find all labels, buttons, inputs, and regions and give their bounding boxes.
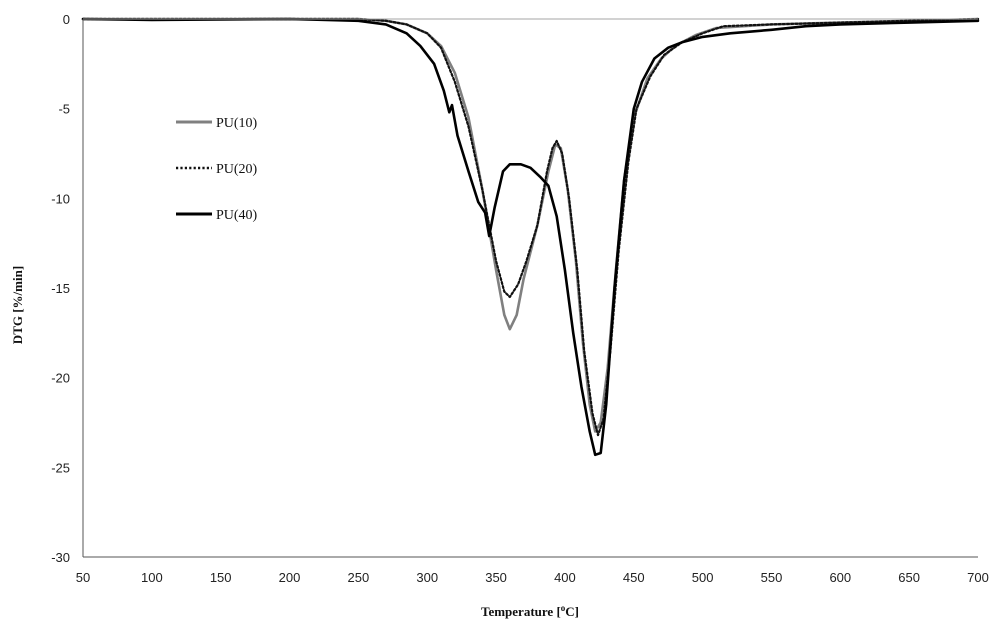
x-tick-label: 200 xyxy=(279,570,301,585)
y-tick-label: -5 xyxy=(58,102,70,117)
series-line-pu40 xyxy=(81,17,980,457)
x-axis-title: Temperature [oC] xyxy=(481,603,579,619)
series-line-pu20 xyxy=(81,17,980,437)
legend-label-pu20: PU(20) xyxy=(216,162,258,177)
y-tick-label: 0 xyxy=(63,12,70,27)
x-tick-label: 250 xyxy=(348,570,370,585)
y-tick-label: -10 xyxy=(51,191,70,206)
series-line-pu10 xyxy=(81,17,980,433)
x-tick-labels: 50 100 150 200 250 300 350 400 450 500 550 600 650 70… xyxy=(76,570,989,585)
x-tick-label: 650 xyxy=(898,570,920,585)
x-tick-label: 600 xyxy=(829,570,851,585)
legend-item-pu20: PU(20) xyxy=(176,162,258,177)
legend-item-pu10: PU(10) xyxy=(176,116,258,131)
x-tick-label: 550 xyxy=(761,570,783,585)
legend: PU(10) PU(20) PU(40) xyxy=(176,116,258,223)
x-tick-label: 400 xyxy=(554,570,576,585)
legend-item-pu40: PU(40) xyxy=(176,208,258,223)
x-tick-label: 700 xyxy=(967,570,989,585)
x-tick-label: 300 xyxy=(416,570,438,585)
x-tick-label: 50 xyxy=(76,570,90,585)
y-tick-label: -15 xyxy=(51,281,70,296)
legend-label-pu10: PU(10) xyxy=(216,116,258,131)
x-tick-label: 500 xyxy=(692,570,714,585)
y-tick-labels: 0 -5 -10 -15 -20 -25 -30 xyxy=(51,12,70,565)
y-tick-label: -25 xyxy=(51,460,70,475)
plot-area xyxy=(81,17,980,457)
y-tick-label: -20 xyxy=(51,371,70,386)
x-tick-label: 350 xyxy=(485,570,507,585)
x-tick-label: 150 xyxy=(210,570,232,585)
x-tick-label: 100 xyxy=(141,570,163,585)
legend-label-pu40: PU(40) xyxy=(216,208,258,223)
y-tick-label: -30 xyxy=(51,550,70,565)
x-tick-label: 450 xyxy=(623,570,645,585)
y-axis-title: DTG [%/min] xyxy=(10,266,25,344)
